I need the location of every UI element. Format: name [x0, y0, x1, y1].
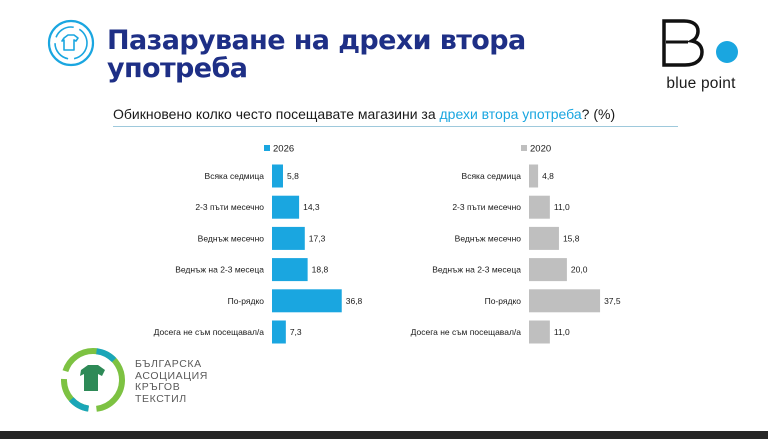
org-name: БЪЛГАРСКА АСОЦИАЦИЯ КРЪГОВ ТЕКСТИЛ [135, 358, 225, 405]
b-with-blue-dot-logo [662, 19, 738, 67]
org-name-line: АСОЦИАЦИЯ [135, 369, 208, 382]
survey-question: Обикновено колко често посещавате магази… [113, 106, 615, 122]
category-label: Досега не съм посещавал/а [154, 327, 265, 337]
brand-name: blue point [666, 75, 736, 92]
org-name-line: КРЪГОВ [135, 381, 181, 393]
data-label: 18,8 [312, 265, 329, 275]
data-label: 15,8 [563, 233, 580, 243]
bar [272, 258, 308, 282]
org-name-line: БЪЛГАРСКА [135, 358, 202, 370]
category-label: 2-3 пъти месечно [195, 202, 264, 212]
category-label: По-рядко [228, 296, 265, 306]
question-prefix: Обикновено колко често посещавате магази… [113, 106, 440, 122]
legend-label: 2026 [273, 144, 294, 155]
legend-swatch [521, 145, 527, 151]
bar [272, 195, 300, 219]
category-label: Веднъж на 2-3 месеца [432, 265, 521, 275]
bottom-bar [0, 431, 768, 439]
bar [272, 164, 283, 188]
bar [529, 320, 550, 344]
data-label: 5,8 [287, 171, 299, 181]
data-label: 20,0 [571, 265, 588, 275]
category-label: Всяка седмица [205, 171, 265, 181]
category-label: По-рядко [485, 296, 522, 306]
data-label: 17,3 [309, 233, 326, 243]
bar [272, 289, 342, 313]
category-label: Всяка седмица [462, 171, 522, 181]
data-label: 37,5 [604, 296, 621, 306]
category-label: Веднъж месечно [198, 233, 265, 243]
page-title: Пазаруване на дрехи втора употреба [107, 27, 526, 83]
title-line-2: употреба [107, 53, 248, 84]
bar [272, 226, 305, 250]
circular-textile-tshirt-icon [61, 348, 125, 412]
bar [529, 195, 550, 219]
category-label: Досега не съм посещавал/а [411, 327, 522, 337]
data-label: 11,0 [554, 202, 570, 212]
category-label: Веднъж на 2-3 месеца [175, 265, 264, 275]
question-underline [113, 126, 678, 127]
data-label: 14,3 [303, 202, 320, 212]
category-label: 2-3 пъти месечно [452, 202, 521, 212]
legend-label: 2020 [530, 144, 551, 155]
bar [272, 320, 286, 344]
recycle-clothing-icon [47, 19, 95, 67]
question-highlight: дрехи втора употреба [439, 106, 582, 122]
bar [529, 164, 539, 188]
bar [529, 289, 601, 313]
question-suffix: ? (%) [581, 106, 616, 122]
data-label: 11,0 [554, 327, 570, 337]
category-label: Веднъж месечно [455, 233, 522, 243]
title-line-1: Пазаруване на дрехи втора [107, 25, 526, 56]
bar [529, 258, 567, 282]
brand-logo: blue point [660, 18, 742, 98]
org-logo: БЪЛГАРСКА АСОЦИАЦИЯ КРЪГОВ ТЕКСТИЛ [60, 347, 220, 413]
org-name-line: ТЕКСТИЛ [135, 392, 187, 405]
bar [529, 226, 559, 250]
legend-swatch [264, 145, 270, 151]
data-label: 7,3 [290, 327, 302, 337]
data-label: 4,8 [542, 171, 554, 181]
data-label: 36,8 [346, 296, 363, 306]
